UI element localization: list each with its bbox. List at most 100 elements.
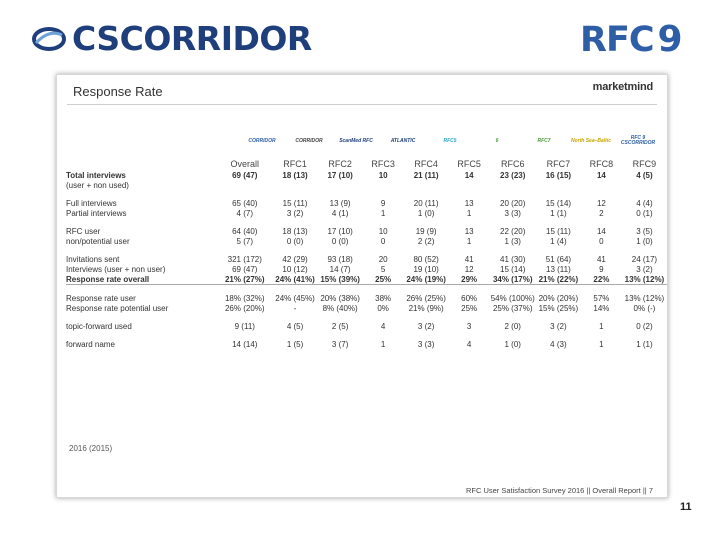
corridor-logo-rfc3: ScanMed RFC bbox=[339, 137, 373, 144]
table-cell bbox=[273, 246, 318, 254]
table-cell bbox=[490, 313, 536, 321]
table-cell bbox=[363, 313, 404, 321]
table-cell: 15% (25%) bbox=[538, 303, 579, 313]
table-cell: 14 bbox=[464, 170, 474, 180]
column-header-rfc9: RFC9 bbox=[632, 158, 657, 169]
corridor-logo-rfc9: RFC 9 CSCORRIDOR bbox=[620, 135, 656, 146]
table-cell: 18 (13) bbox=[282, 170, 308, 180]
table-cell bbox=[273, 331, 318, 339]
table-cell: 16 (15) bbox=[545, 170, 572, 180]
row-label: Response rate overall bbox=[66, 274, 218, 285]
column-header-rfc8: RFC8 bbox=[589, 158, 614, 169]
table-cell: 19 (10) bbox=[413, 264, 439, 274]
table-row bbox=[66, 313, 667, 321]
table-cell bbox=[217, 285, 272, 294]
table-cell: 60% bbox=[461, 293, 478, 303]
table-cell: 0% bbox=[377, 303, 389, 313]
table-cell: 20 bbox=[378, 254, 388, 264]
table-cell: 20 (11) bbox=[413, 198, 439, 208]
table-cell bbox=[490, 285, 536, 294]
table-cell bbox=[581, 218, 622, 226]
table-cell: 21% (27%) bbox=[217, 274, 273, 285]
response-rate-table: Overall RFC1 RFC2 RFC3 RFC4 RFC5 RFC6 RFC7 RFC8 R… bbox=[66, 157, 667, 349]
table-cell: 10 (12) bbox=[282, 264, 308, 274]
table-cell: 0 (1) bbox=[636, 208, 653, 218]
table-cell bbox=[622, 190, 667, 198]
column-header-rfc4: RFC4 bbox=[414, 158, 438, 169]
table-cell: 5 (7) bbox=[236, 236, 253, 246]
table-cell: 26% (20%) bbox=[224, 303, 265, 313]
table-row bbox=[66, 246, 667, 254]
table-cell bbox=[490, 218, 536, 226]
table-cell bbox=[622, 331, 667, 339]
table-row: (user + non used) bbox=[66, 180, 667, 190]
row-label: non/potential user bbox=[66, 236, 130, 246]
table-row: Response rate user 18% (32%) 24% (45%) 20% … bbox=[66, 293, 667, 303]
table-cell bbox=[581, 285, 622, 294]
table-cell bbox=[490, 331, 536, 339]
table-cell bbox=[536, 190, 581, 198]
table-cell: 26% (25%) bbox=[406, 293, 446, 303]
table-cell bbox=[318, 331, 363, 339]
table-cell bbox=[449, 313, 490, 321]
table-cell: 3 (3) bbox=[417, 339, 435, 349]
table-cell bbox=[217, 331, 272, 339]
table-cell bbox=[273, 313, 318, 321]
table-cell bbox=[217, 190, 272, 198]
table-cell bbox=[536, 331, 581, 339]
table-cell: 1 bbox=[466, 208, 472, 218]
table-cell: 24% (41%) bbox=[272, 274, 318, 285]
table-cell: 0 (0) bbox=[331, 236, 349, 246]
table-cell bbox=[217, 246, 272, 254]
table-cell bbox=[404, 313, 449, 321]
table-cell: 10 bbox=[378, 170, 388, 180]
table-cell bbox=[536, 285, 581, 294]
table-cell: 20% (38%) bbox=[320, 293, 360, 303]
table-cell: 25% bbox=[362, 274, 404, 285]
table-cell bbox=[622, 180, 667, 190]
table-cell: 1 bbox=[466, 236, 472, 246]
table-cell: 41 (30) bbox=[500, 254, 526, 264]
table-cell: 321 (172) bbox=[227, 254, 262, 264]
table-cell: 3 (2) bbox=[636, 264, 653, 274]
table-cell: 14% bbox=[593, 303, 610, 313]
column-header-rfc3: RFC3 bbox=[371, 158, 395, 169]
table-cell: 19 (9) bbox=[415, 226, 437, 236]
table-cell bbox=[581, 180, 622, 190]
table-cell bbox=[581, 313, 622, 321]
table-cell: 18% (32%) bbox=[224, 293, 265, 303]
table-cell bbox=[363, 246, 404, 254]
table-cell bbox=[404, 246, 449, 254]
table-cell: 10 bbox=[378, 226, 388, 236]
table-cell: 24% (19%) bbox=[403, 274, 449, 285]
table-cell: 0 bbox=[380, 236, 386, 246]
table-cell: 13 bbox=[464, 198, 474, 208]
table-cell: 13% (12%) bbox=[621, 274, 667, 285]
table-header-row: Overall RFC1 RFC2 RFC3 RFC4 RFC5 RFC6 RFC7 RFC8 R… bbox=[66, 157, 667, 170]
table-row bbox=[66, 285, 667, 294]
table-cell bbox=[449, 190, 490, 198]
table-row bbox=[66, 190, 667, 198]
table-cell: 25% (37%) bbox=[492, 303, 533, 313]
table-row: Response rate overall 21% (27%) 24% (41%) 1… bbox=[66, 274, 667, 285]
column-header-rfc6: RFC6 bbox=[500, 158, 525, 169]
table-cell: 2 (5) bbox=[331, 321, 349, 331]
table-cell bbox=[363, 180, 404, 190]
table-cell bbox=[318, 218, 363, 226]
table-cell: 13 bbox=[464, 226, 474, 236]
table-cell: 14 (14) bbox=[232, 339, 258, 349]
row-label: Partial interviews bbox=[66, 208, 127, 218]
row-label bbox=[66, 313, 217, 321]
table-cell bbox=[217, 313, 272, 321]
table-row: forward name 14 (14) 1 (5) 3 (7) 1 3 (3) 4 1 (0… bbox=[66, 339, 667, 349]
table-cell bbox=[536, 246, 581, 254]
table-cell: 0 (2) bbox=[636, 321, 653, 331]
table-cell: 51 (64) bbox=[545, 254, 572, 264]
table-cell: 69 (47) bbox=[232, 264, 258, 274]
table-cell bbox=[318, 313, 363, 321]
table-cell bbox=[490, 190, 536, 198]
row-label: topic-forward used bbox=[66, 321, 132, 331]
row-label bbox=[66, 285, 217, 294]
table-cell: 1 bbox=[599, 321, 604, 331]
table-cell: 22% bbox=[580, 274, 622, 285]
